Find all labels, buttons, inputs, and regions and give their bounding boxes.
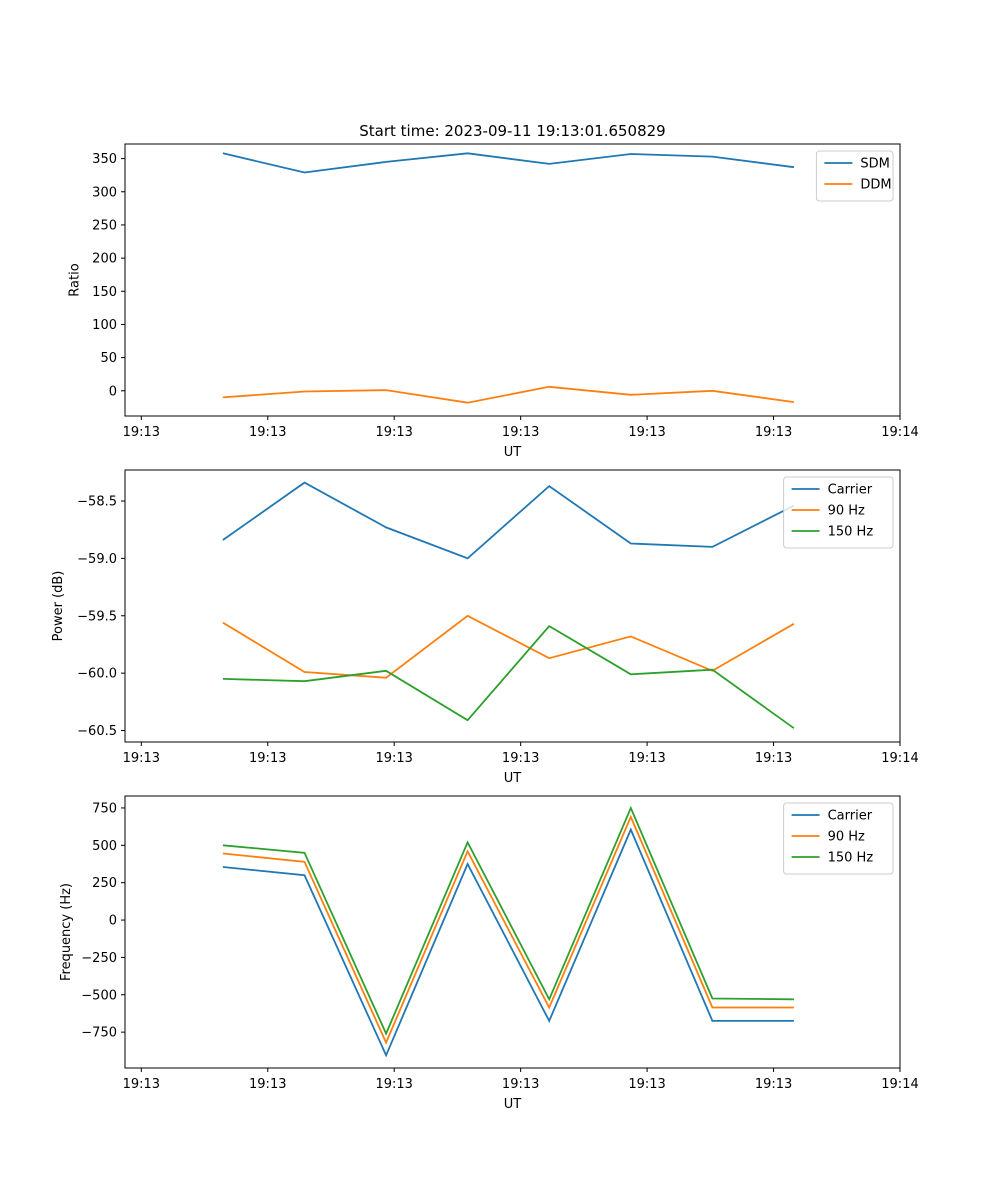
y-tick-label: −250 [81,951,117,966]
y-tick-label: −58.5 [77,494,117,509]
y-tick-label: −59.5 [77,609,117,624]
x-tick-label: 19:13 [755,425,792,440]
x-tick-label: 19:13 [123,751,160,766]
y-tick-label: 50 [100,351,117,366]
series-line-carrier [222,827,794,1058]
x-tick-label: 19:13 [502,1077,539,1092]
series-line-150-hz [222,624,795,729]
plot-frame [124,143,901,417]
chart-title: Start time: 2023-09-11 19:13:01.650829 [359,122,665,140]
y-tick-label: 200 [92,252,117,267]
x-tick-label: 19:13 [628,425,665,440]
legend-entry: 90 Hz [828,830,865,845]
y-tick-label: 300 [92,185,117,200]
x-tick-label: 19:13 [502,425,539,440]
x-tick-label: 19:13 [628,751,665,766]
x-tick-label: 19:13 [628,1077,665,1092]
y-tick-label: −750 [81,1026,117,1041]
x-tick-label: 19:13 [755,1077,792,1092]
y-axis-label: Frequency (Hz) [59,883,74,981]
y-tick-label: 350 [92,152,117,167]
x-axis-label: UT [504,1097,522,1112]
x-tick-label: 19:14 [881,751,918,766]
series-line-90-hz [222,614,795,679]
legend: Carrier 90 Hz 150 Hz [783,476,894,549]
x-tick-label: 19:13 [502,751,539,766]
ratio-panel: Start time: 2023-09-11 19:13:01.650829 19… [67,122,918,460]
x-tick-label: 19:14 [881,1077,918,1092]
power-panel: 19:13 19:13 19:13 19:13 19:13 19:13 19:14 UT −58… [51,469,919,786]
y-axis-label: Ratio [67,263,82,296]
y-tick-label: 250 [92,876,117,891]
plot-frame [124,469,901,743]
legend-entry: 150 Hz [828,525,874,540]
y-tick-label: 150 [92,285,117,300]
y-tick-label: 750 [92,801,117,816]
legend-entry: Carrier [828,483,873,498]
y-tick-label: 100 [92,318,117,333]
x-tick-label: 19:13 [375,425,412,440]
series-line-carrier [222,481,795,560]
y-tick-label: 0 [109,914,117,929]
series-line-90-hz [222,814,794,1045]
legend-entry: 150 Hz [828,851,874,866]
x-tick-label: 19:13 [249,425,286,440]
y-tick-label: −59.0 [77,552,117,567]
x-axis-label: UT [504,771,522,786]
y-tick-label: −60.5 [77,724,117,739]
legend-entry: DDM [860,178,891,193]
y-tick-label: 0 [109,384,117,399]
x-tick-label: 19:13 [755,751,792,766]
series-line-150-hz [222,805,794,1036]
y-axis-label: Power (dB) [51,571,66,642]
x-tick-label: 19:13 [123,1077,160,1092]
legend-entry: SDM [860,157,889,172]
x-tick-label: 19:13 [123,425,160,440]
y-tick-label: 500 [92,839,117,854]
series-line-ddm [222,385,795,404]
x-tick-label: 19:14 [881,425,918,440]
legend-entry: Carrier [828,809,873,824]
legend: SDM DDM [815,150,894,202]
x-axis-label: UT [504,445,522,460]
x-tick-label: 19:13 [375,1077,412,1092]
y-tick-label: −500 [81,988,117,1003]
legend: Carrier 90 Hz 150 Hz [783,802,894,875]
frequency-panel: 19:13 19:13 19:13 19:13 19:13 19:13 19:14 UT 750… [59,795,919,1112]
legend-entry: 90 Hz [828,504,865,519]
plot-frame [124,795,901,1069]
x-tick-label: 19:13 [375,751,412,766]
y-tick-label: 250 [92,218,117,233]
x-tick-label: 19:13 [249,751,286,766]
x-tick-label: 19:13 [249,1077,286,1092]
y-tick-label: −60.0 [77,667,117,682]
series-line-sdm [222,152,795,174]
